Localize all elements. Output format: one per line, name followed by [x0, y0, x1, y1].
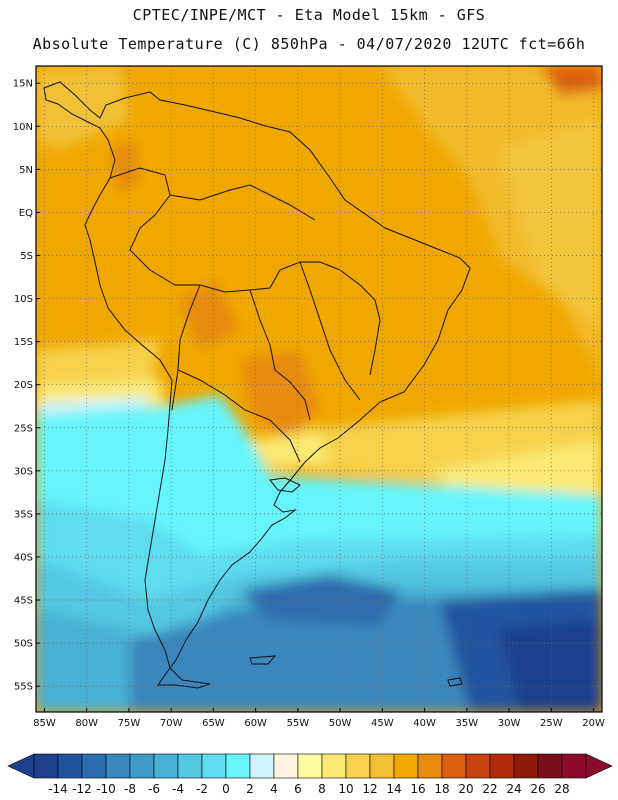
colorbar-label: 14 [386, 782, 401, 796]
colorbar-label: -14 [48, 782, 68, 796]
colorbar-label: 18 [434, 782, 449, 796]
colorbar-label: -12 [72, 782, 92, 796]
colorbar-segment [129, 753, 155, 779]
colorbar-segment [33, 753, 59, 779]
colorbar-label: -10 [96, 782, 116, 796]
colorbar-label: 0 [222, 782, 230, 796]
latitude-axis: 15N 10N 5N EQ 5S 10S 15S 20S 25S 30S 35S 40S 45S 50S 5… [13, 79, 40, 693]
lat-tick-label: 5S [20, 251, 33, 262]
colorbar-label: 2 [246, 782, 254, 796]
colorbar-segment [513, 753, 539, 779]
colorbar-segment [321, 753, 347, 779]
colorbar-label: 12 [362, 782, 377, 796]
colorbar-label: -8 [124, 782, 136, 796]
lon-tick-label: 40W [413, 718, 436, 729]
lat-tick-label: 50S [14, 639, 33, 650]
lat-tick-label: 45S [14, 596, 33, 607]
lat-tick-label: 15N [13, 79, 33, 90]
lat-tick-label: 10N [13, 122, 33, 133]
lat-tick-label: 55S [14, 682, 33, 693]
colorbar-segment [225, 753, 251, 779]
lon-tick-label: 50W [329, 718, 352, 729]
colorbar-label: 20 [458, 782, 473, 796]
colorbar-label: -2 [196, 782, 208, 796]
colorbar-segment [249, 753, 275, 779]
colorbar-left-arrow [7, 753, 35, 779]
lat-tick-label: 25S [14, 423, 33, 434]
lat-tick-label: 10S [14, 294, 33, 305]
colorbar-segment [537, 753, 563, 779]
colorbar-right-arrow [585, 753, 613, 779]
colorbar-segment [105, 753, 131, 779]
colorbar-label: 16 [410, 782, 425, 796]
lat-tick-label: 5N [19, 165, 33, 176]
colorbar-segment [417, 753, 443, 779]
colorbar: -14 -12 -10 -8 -6 -4 -2 0 2 4 6 8 10 12 14 16 18 20 22 24 26… [7, 753, 613, 796]
colorbar-segment [297, 753, 323, 779]
colorbar-label: 24 [506, 782, 521, 796]
lon-tick-label: 25W [540, 718, 563, 729]
colorbar-segment [81, 753, 107, 779]
lon-tick-label: 85W [33, 718, 56, 729]
colorbar-label: 28 [554, 782, 569, 796]
lon-tick-label: 75W [118, 718, 141, 729]
lat-tick-label: 40S [14, 552, 33, 563]
lat-tick-label: 20S [14, 380, 33, 391]
lon-tick-label: 45W [371, 718, 394, 729]
colorbar-label: 8 [318, 782, 326, 796]
lon-tick-label: 20W [582, 718, 605, 729]
lat-tick-label: EQ [19, 208, 33, 219]
colorbar-segment [489, 753, 515, 779]
lon-tick-label: 30W [498, 718, 521, 729]
colorbar-label: 10 [338, 782, 353, 796]
temperature-field [36, 66, 602, 712]
colorbar-label: 6 [294, 782, 302, 796]
colorbar-segment [441, 753, 467, 779]
colorbar-segment [393, 753, 419, 779]
colorbar-segment [465, 753, 491, 779]
lat-tick-label: 30S [14, 466, 33, 477]
colorbar-segment [57, 753, 83, 779]
lon-tick-label: 55W [287, 718, 310, 729]
map-title-line-2: Absolute Temperature (C) 850hPa - 04/07/… [32, 35, 586, 53]
lon-tick-label: 65W [202, 718, 225, 729]
map-frame [35, 65, 603, 713]
lat-tick-label: 35S [14, 509, 33, 520]
colorbar-label: 26 [530, 782, 545, 796]
lon-tick-label: 60W [244, 718, 267, 729]
lat-tick-label: 15S [14, 337, 33, 348]
colorbar-segment [561, 753, 587, 779]
colorbar-segment [177, 753, 203, 779]
coastline-outline [43, 81, 471, 689]
lon-tick-label: 35W [456, 718, 479, 729]
colorbar-segment [345, 753, 371, 779]
colorbar-label: -4 [172, 782, 184, 796]
colorbar-segment [369, 753, 395, 779]
map-title-line-1: CPTEC/INPE/MCT - Eta Model 15km - GFS [132, 6, 486, 24]
colorbar-segment [201, 753, 227, 779]
colorbar-label: -6 [148, 782, 160, 796]
colorbar-label: 22 [482, 782, 497, 796]
colorbar-segment [153, 753, 179, 779]
lon-tick-label: 80W [75, 718, 98, 729]
colorbar-label: 4 [270, 782, 278, 796]
longitude-axis: 85W 80W 75W 70W 65W 60W 55W 50W 45W 40W 35W 30W 25W 2… [33, 708, 605, 729]
lon-tick-label: 70W [160, 718, 183, 729]
colorbar-segment [273, 753, 299, 779]
